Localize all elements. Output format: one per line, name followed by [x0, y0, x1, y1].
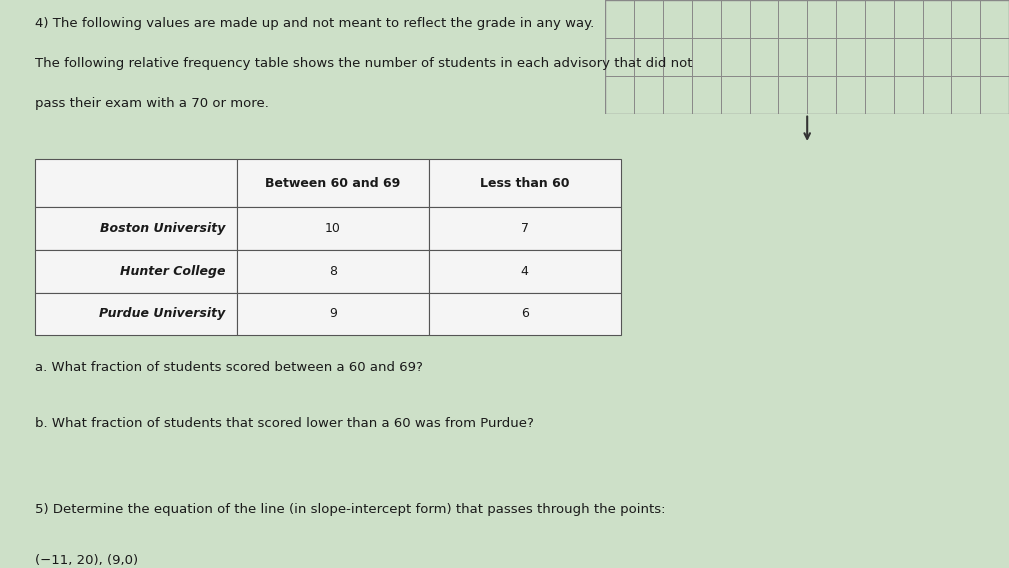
Bar [429, 159, 621, 207]
Text: (−11, 20), (9,0): (−11, 20), (9,0) [35, 554, 138, 567]
Bar [237, 207, 429, 250]
Bar [35, 207, 237, 250]
Text: pass their exam with a 70 or more.: pass their exam with a 70 or more. [35, 97, 269, 110]
Text: 4) The following values are made up and not meant to reflect the grade in any wa: 4) The following values are made up and … [35, 17, 594, 30]
Bar [237, 250, 429, 293]
Text: 8: 8 [329, 265, 337, 278]
Text: a. What fraction of students scored between a 60 and 69?: a. What fraction of students scored betw… [35, 361, 423, 374]
Bar [35, 250, 237, 293]
Bar [237, 159, 429, 207]
Text: 9: 9 [329, 307, 337, 320]
Text: b. What fraction of students that scored lower than a 60 was from Purdue?: b. What fraction of students that scored… [35, 417, 534, 431]
Text: 6: 6 [521, 307, 529, 320]
Bar [237, 293, 429, 335]
Text: Less than 60: Less than 60 [480, 177, 569, 190]
Bar [35, 159, 237, 207]
Text: Boston University: Boston University [100, 222, 225, 235]
Bar [429, 293, 621, 335]
Text: 10: 10 [325, 222, 341, 235]
Text: Between 60 and 69: Between 60 and 69 [265, 177, 401, 190]
Text: 7: 7 [521, 222, 529, 235]
Text: Purdue University: Purdue University [99, 307, 225, 320]
Text: The following relative frequency table shows the number of students in each advi: The following relative frequency table s… [35, 57, 693, 70]
Bar [35, 293, 237, 335]
Text: 5) Determine the equation of the line (in slope-intercept form) that passes thro: 5) Determine the equation of the line (i… [35, 503, 666, 516]
Text: Hunter College: Hunter College [119, 265, 225, 278]
Text: 4: 4 [521, 265, 529, 278]
Bar [429, 207, 621, 250]
Bar [429, 250, 621, 293]
